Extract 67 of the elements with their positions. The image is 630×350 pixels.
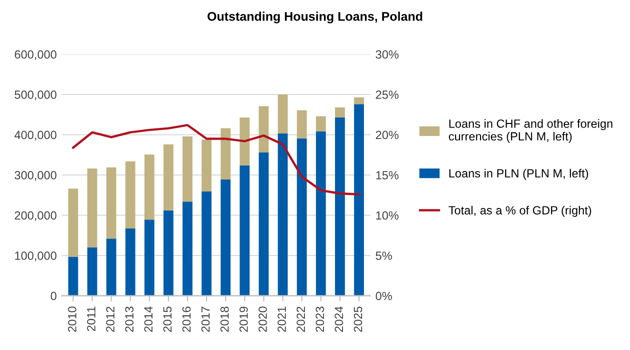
x-tick-label: 2020 [258,306,267,332]
bar [163,210,174,296]
y2-tick-label: 0% [376,292,392,300]
bar [240,117,250,166]
bar [278,94,288,134]
x-tick-label: 2019 [239,306,248,332]
x-tick-label: 2015 [163,306,172,332]
x-tick-label: 2012 [106,306,114,332]
bar [125,228,136,296]
bar [220,179,231,296]
bar [354,97,364,104]
y-tick-label: 600,000 [14,50,56,60]
legend-label: Total, as a % of GDP (right) [448,206,592,217]
x-tick-label: 2024 [334,306,344,332]
x-tick-label: 2011 [87,306,96,331]
y-tick-label: 0 [50,292,56,300]
bar [163,144,174,210]
x-tick-label: 2022 [296,306,306,332]
bar [278,134,288,296]
bar [258,152,269,296]
y2-tick-label: 5% [376,252,392,260]
x-tick-label: 2016 [182,306,191,332]
x-tick-label: 2018 [220,306,229,332]
x-tick-label: 2013 [125,306,134,332]
bar [87,168,98,248]
bar [354,104,364,296]
bar [240,165,250,296]
bar [106,167,116,239]
legend-label: Loans in CHF and other foreign currencies (PLN M, left) [448,119,612,143]
y-tick-label: 300,000 [14,171,56,181]
bar [296,110,307,138]
bar [334,107,345,118]
x-tick-label: 2025 [354,306,362,332]
bar [144,154,154,220]
y2-tick-label: 15% [376,171,399,180]
y2-tick-label: 30% [376,50,399,59]
bar [258,106,269,152]
bar [87,247,98,296]
x-tick-label: 2014 [144,306,153,332]
y-tick-label: 500,000 [14,90,56,100]
bar [144,220,154,296]
line-series [72,124,360,196]
bar [202,192,212,296]
bar [296,138,307,296]
chart-title: Outstanding Housing Loans, Poland [208,12,422,24]
x-tick-label: 2017 [201,306,210,332]
y2-tick-label: 10% [376,211,399,220]
x-tick-label: 2023 [316,306,324,332]
bar [220,128,231,180]
bar [182,202,192,296]
bar [334,117,345,296]
bar [316,116,326,132]
bar [68,188,78,257]
bar [125,161,136,229]
y-tick-label: 400,000 [14,130,56,141]
x-tick-label: 2010 [68,306,76,332]
y2-tick-label: 25% [376,90,399,99]
y-tick-label: 100,000 [15,252,56,262]
y-tick-label: 200,000 [14,211,56,222]
bar [316,132,326,296]
x-tick-label: 2021 [278,306,286,332]
y2-tick-label: 20% [376,130,399,140]
bar [202,140,212,192]
bar [106,238,116,296]
bar [182,136,192,202]
legend-label: Loans in PLN (PLN M, left) [449,168,588,180]
bar [68,256,78,296]
